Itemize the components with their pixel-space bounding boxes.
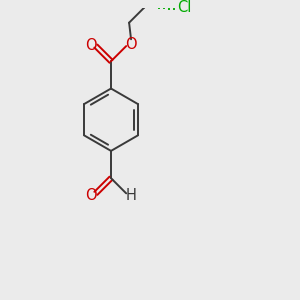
Text: O: O bbox=[85, 188, 97, 203]
Text: H: H bbox=[126, 188, 136, 203]
Text: O: O bbox=[85, 38, 97, 52]
Text: O: O bbox=[125, 37, 137, 52]
Text: Cl: Cl bbox=[177, 0, 191, 15]
